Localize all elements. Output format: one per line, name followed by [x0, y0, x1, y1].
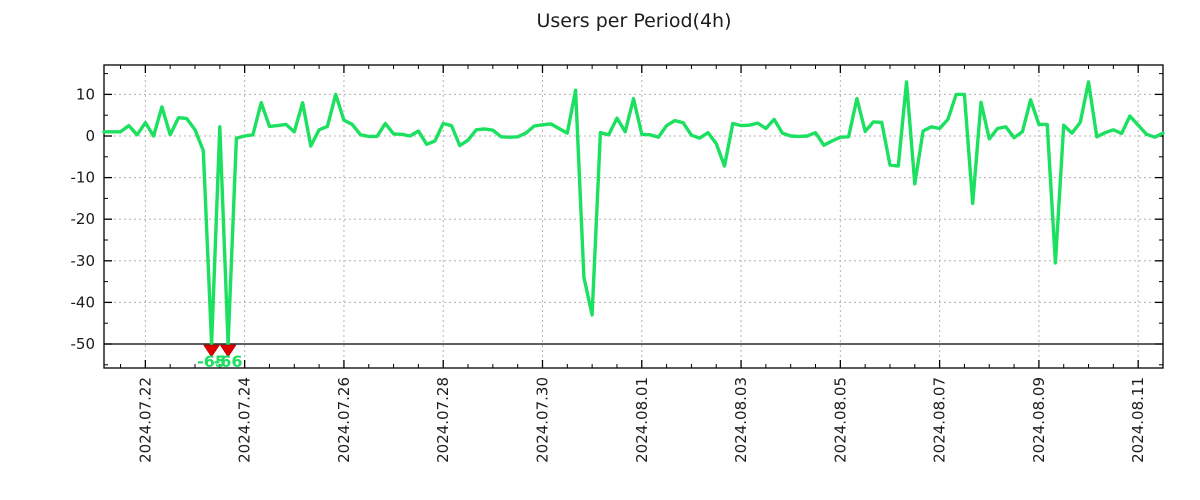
y-tick-label: -40 — [71, 293, 96, 311]
x-tick-label: 2024.07.28 — [434, 377, 452, 463]
x-tick-label: 2024.07.22 — [136, 377, 154, 463]
series-line-users — [102, 80, 1165, 346]
chart-title: Users per Period(4h) — [536, 10, 732, 32]
clip-arrow-icon — [219, 344, 237, 358]
x-tick-label: 2024.08.01 — [633, 377, 651, 463]
x-tick-label: 2024.07.30 — [533, 377, 551, 463]
x-tick-label: 2024.08.11 — [1129, 377, 1147, 463]
axis-labels: 10 0 -10 -20 -30 -40 -50 2024.07.22 2024.07.24 20… — [71, 85, 1148, 462]
x-tick-label: 2024.08.05 — [831, 377, 849, 463]
x-tick-label: 2024.07.26 — [335, 377, 353, 463]
x-tick-label: 2024.08.09 — [1030, 377, 1048, 463]
x-tick-label: 2024.07.24 — [236, 377, 254, 463]
plot-border — [103, 64, 1164, 369]
y-tick-label: -30 — [71, 252, 96, 270]
clip-markers: -65-66 — [197, 344, 243, 371]
y-tick-label: -10 — [71, 169, 96, 187]
clip-value-label: -66 — [214, 352, 243, 371]
y-tick-label: 0 — [85, 127, 95, 145]
y-tick-label: -50 — [71, 335, 96, 353]
y-tick-label: -20 — [71, 210, 96, 228]
x-tick-label: 2024.08.03 — [732, 377, 750, 463]
axis-ticks — [104, 65, 1164, 368]
x-tick-label: 2024.08.07 — [931, 377, 949, 463]
y-tick-label: 10 — [76, 85, 95, 103]
clip-arrow-icon — [203, 344, 221, 358]
clip-value-label: -65 — [197, 352, 226, 371]
